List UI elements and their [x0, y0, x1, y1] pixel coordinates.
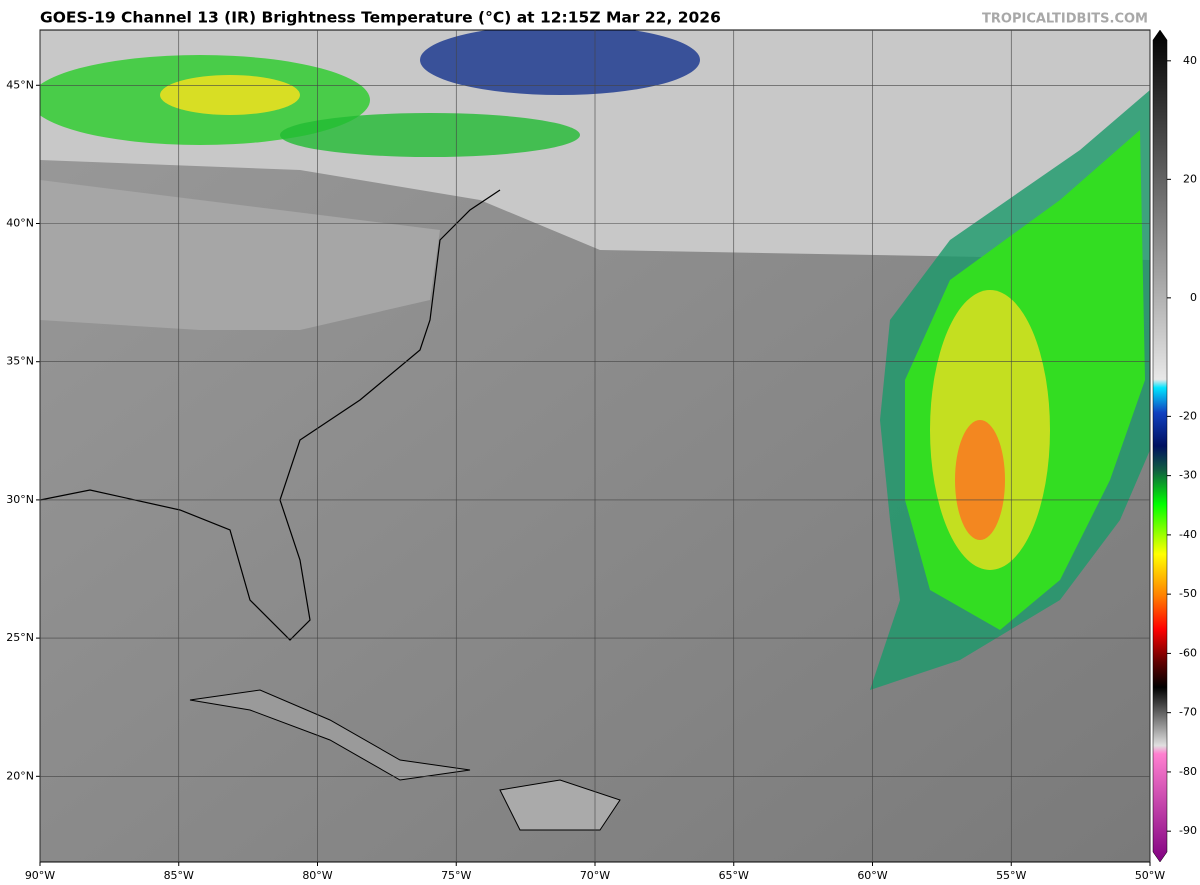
cloud-core [160, 75, 300, 115]
imagery [40, 30, 1150, 862]
colorbar-label: -40 [1179, 528, 1197, 541]
colorbar-label: 40 [1183, 54, 1197, 67]
lat-label: 35°N [6, 355, 34, 368]
colorbar-label: -50 [1179, 587, 1197, 600]
colorbar-label: 20 [1183, 172, 1197, 185]
lat-label: 20°N [6, 769, 34, 782]
lon-label: 55°W [996, 869, 1026, 882]
cloud-band [280, 113, 580, 157]
watermark: TROPICALTIDBITS.COM [982, 12, 1148, 27]
cloud-band [420, 30, 700, 95]
cuba [189, 689, 471, 781]
colorbar-label: -20 [1179, 409, 1197, 422]
land [40, 180, 440, 330]
colorbar-label: 0 [1190, 291, 1197, 304]
lon-label: 75°W [441, 869, 471, 882]
colorbar-label: -30 [1179, 469, 1197, 482]
storm-core [955, 420, 1005, 540]
lon-label: 85°W [164, 869, 194, 882]
lat-label: 25°N [6, 631, 34, 644]
title: GOES-19 Channel 13 (IR) Brightness Tempe… [40, 9, 721, 27]
colorbar-label: -70 [1179, 706, 1197, 719]
lon-label: 65°W [719, 869, 749, 882]
lon-label: 80°W [302, 869, 332, 882]
lat-label: 40°N [6, 216, 34, 229]
lon-label: 60°W [857, 869, 887, 882]
colorbar-label: -90 [1179, 824, 1197, 837]
colorbar-label: -80 [1179, 765, 1197, 778]
hispaniola [499, 779, 621, 831]
coastline [40, 189, 501, 641]
lat-label: 30°N [6, 493, 34, 506]
lon-label: 70°W [580, 869, 610, 882]
lon-label: 50°W [1135, 869, 1165, 882]
lon-label: 90°W [25, 869, 55, 882]
colorbar-label: -60 [1179, 646, 1197, 659]
lat-label: 45°N [6, 78, 34, 91]
colorbar [1152, 29, 1168, 863]
